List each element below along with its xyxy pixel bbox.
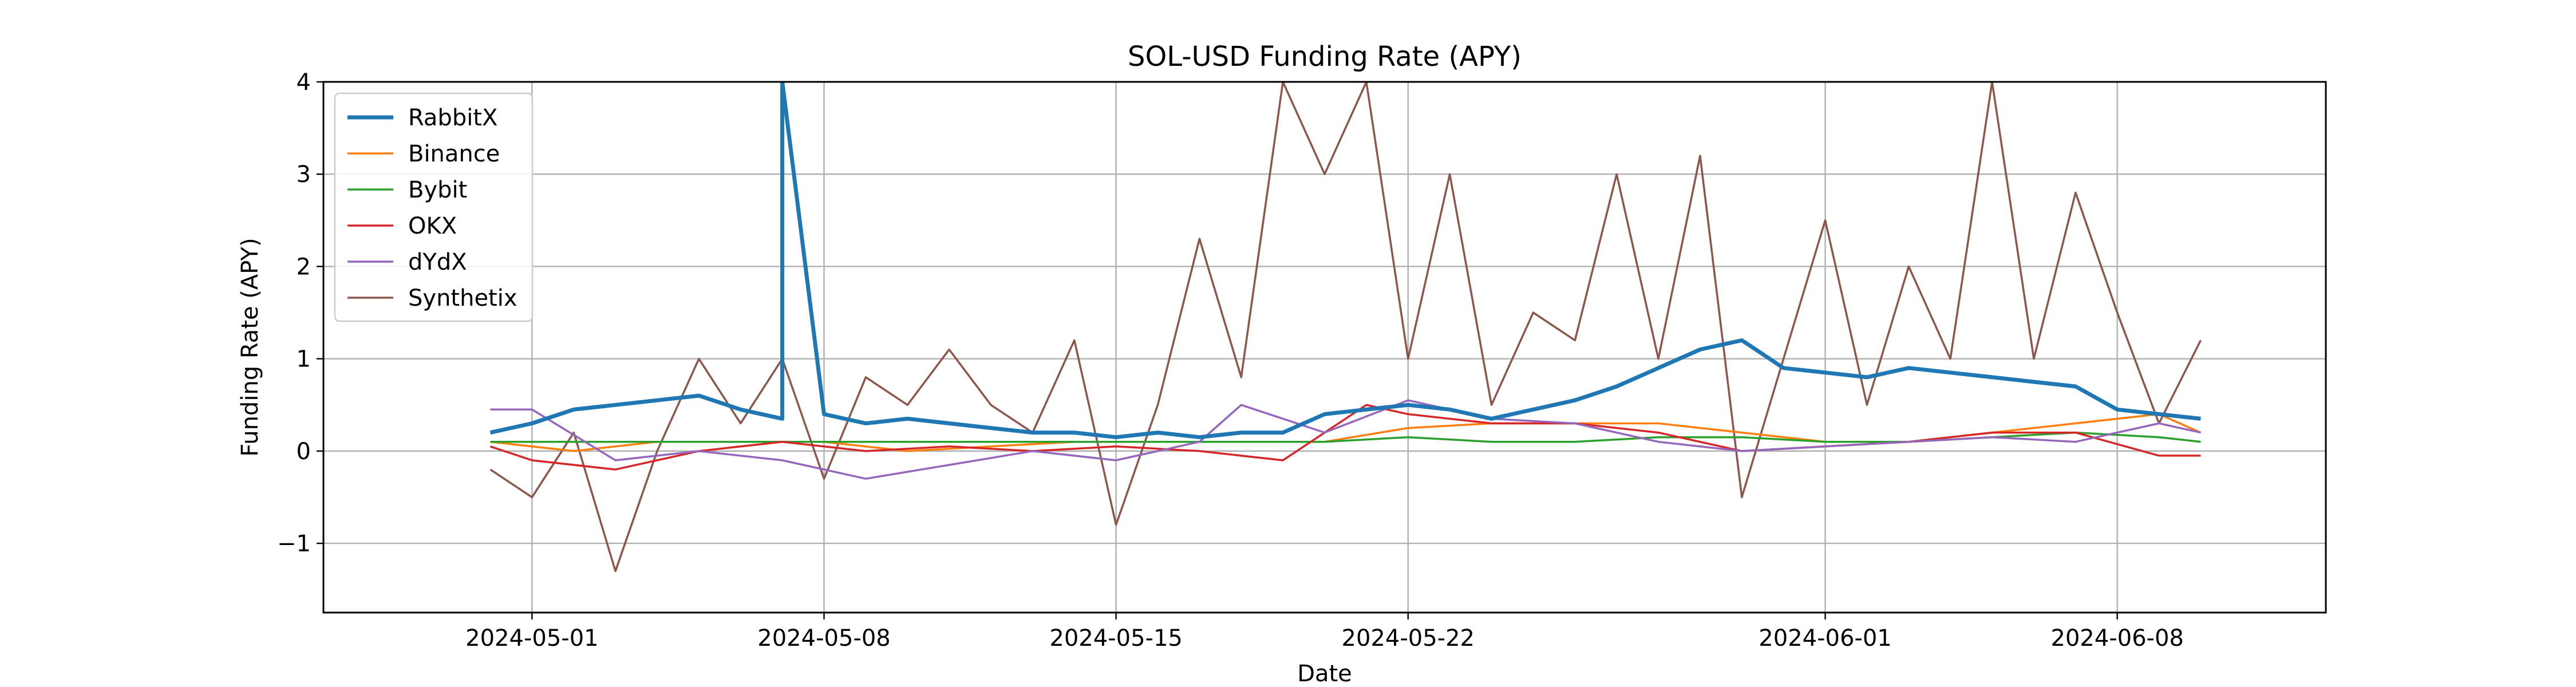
x-tick-label: 2024-06-08 bbox=[2050, 625, 2183, 652]
legend-label-dydx: dYdX bbox=[408, 249, 467, 275]
legend-label-binance: Binance bbox=[408, 141, 500, 167]
x-tick-label: 2024-05-22 bbox=[1342, 625, 1475, 652]
x-axis-ticks: 2024-05-01 2024-05-08 2024-05-15 2024-05-22… bbox=[465, 613, 2184, 652]
y-tick-label: 3 bbox=[297, 161, 311, 188]
x-tick-label: 2024-05-15 bbox=[1049, 625, 1182, 652]
y-axis-label: Funding Rate (APY) bbox=[237, 238, 263, 456]
legend: RabbitX Binance Bybit OKX dYdX Synthetix bbox=[334, 92, 534, 322]
y-tick-label: 0 bbox=[297, 439, 311, 465]
legend-label-synthetix: Synthetix bbox=[408, 285, 517, 311]
x-tick-label: 2024-05-01 bbox=[465, 625, 598, 652]
legend-label-okx: OKX bbox=[408, 213, 457, 239]
series-line-okx bbox=[489, 404, 2201, 471]
x-tick-label: 2024-06-01 bbox=[1759, 625, 1891, 652]
series-line-synthetix bbox=[489, 82, 2202, 572]
y-tick-label: −1 bbox=[277, 531, 311, 557]
legend-label-bybit: Bybit bbox=[408, 177, 467, 203]
y-tick-label: 1 bbox=[297, 346, 311, 373]
chart-title: SOL-USD Funding Rate (APY) bbox=[1128, 41, 1522, 73]
plot-frame bbox=[322, 81, 2327, 614]
legend-box bbox=[334, 92, 534, 322]
series-line-dydx bbox=[490, 399, 2201, 480]
y-tick-label: 4 bbox=[297, 69, 311, 96]
series-line-rabbitx bbox=[489, 82, 2201, 440]
y-tick-label: 2 bbox=[297, 254, 311, 280]
y-axis-ticks: −1 0 1 2 3 4 bbox=[277, 69, 323, 557]
series-layer bbox=[489, 82, 2202, 572]
x-axis-label: Date bbox=[1297, 661, 1352, 687]
x-tick-label: 2024-05-08 bbox=[757, 625, 890, 652]
legend-label-rabbitx: RabbitX bbox=[408, 105, 497, 131]
